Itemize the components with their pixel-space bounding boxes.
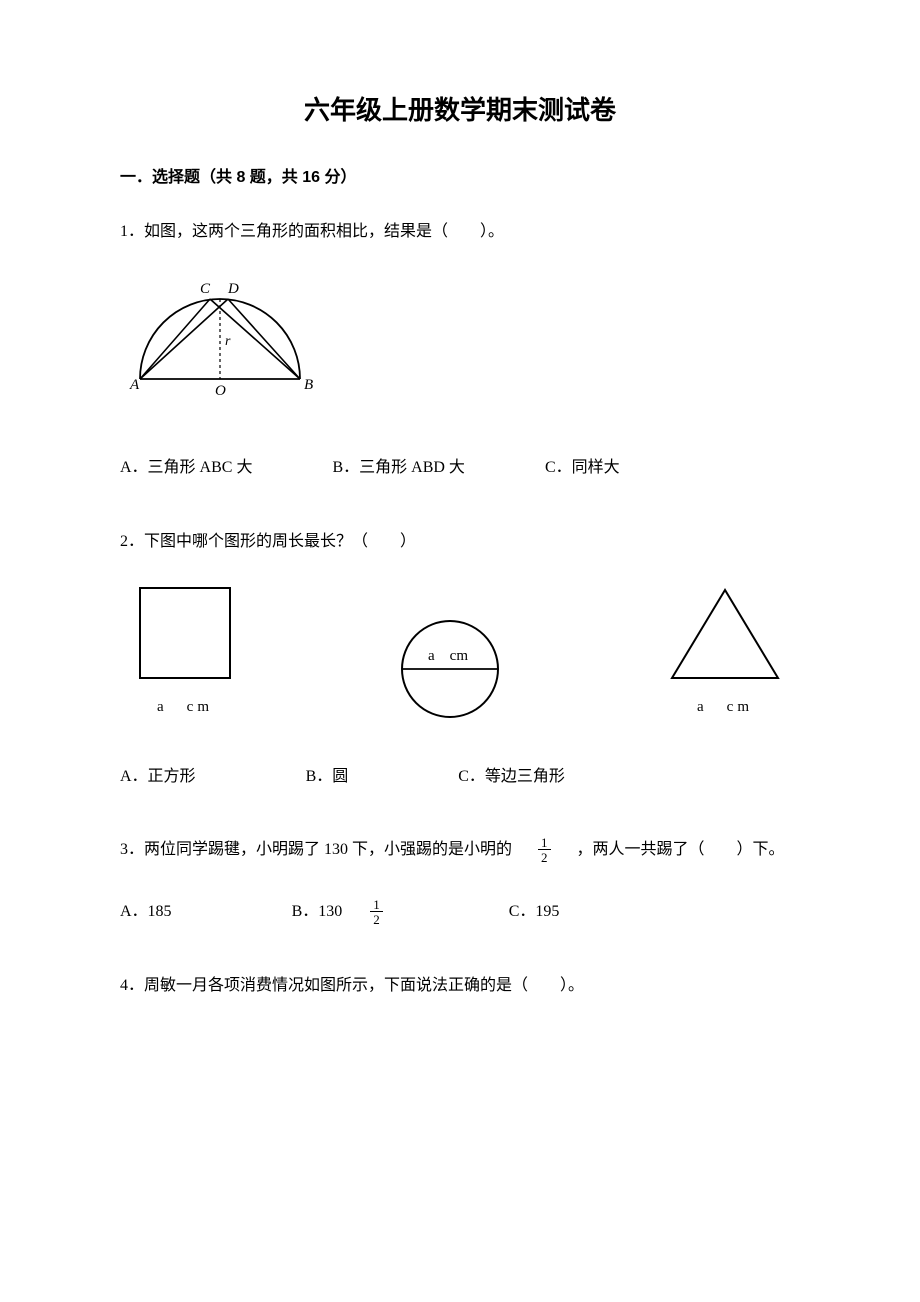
q1-option-c: C．同样大: [545, 451, 620, 485]
q1-option-b: B．三角形 ABD 大: [332, 451, 464, 485]
svg-text:A: A: [129, 377, 140, 393]
q2-options: A．正方形 B．圆 C．等边三角形: [120, 760, 800, 794]
q3-text-pre: 3．两位同学踢毽，小明踢了 130 下，小强踢的是小明的: [120, 833, 528, 867]
triangle-shape: a cm: [660, 586, 790, 724]
q4-text: 4．周敏一月各项消费情况如图所示，下面说法正确的是（ ）。: [120, 969, 800, 1003]
square-label: a cm: [157, 692, 213, 724]
q3-text: 3．两位同学踢毽，小明踢了 130 下，小强踢的是小明的 1 2 ，两人一共踢了…: [120, 833, 800, 867]
q2-option-a: A．正方形: [120, 760, 196, 794]
q3-option-c: C．195: [509, 895, 560, 929]
q1-option-a: A．三角形 ABC 大: [120, 451, 252, 485]
semicircle-triangles-diagram: A B C D O r: [120, 269, 330, 409]
svg-text:O: O: [215, 383, 226, 399]
svg-text:C: C: [200, 281, 211, 297]
page-title: 六年级上册数学期末测试卷: [120, 90, 800, 127]
section-header: 一．选择题（共 8 题，共 16 分）: [120, 163, 800, 187]
circle-shape: a cm: [395, 614, 505, 724]
question-1: 1．如图，这两个三角形的面积相比，结果是（ ）。 A B C D O r A．三…: [120, 215, 800, 485]
svg-text:a cm: a cm: [428, 648, 468, 664]
square-shape: a cm: [130, 586, 240, 724]
q3-option-b-fraction: 1 2: [370, 898, 383, 926]
q3-option-a: A．185: [120, 895, 172, 929]
q2-shapes: a cm a cm a cm: [120, 586, 800, 724]
question-3: 3．两位同学踢毽，小明踢了 130 下，小强踢的是小明的 1 2 ，两人一共踢了…: [120, 833, 800, 928]
q2-option-c: C．等边三角形: [458, 760, 565, 794]
svg-text:D: D: [227, 281, 239, 297]
q3-option-b: B．130 1 2: [292, 895, 389, 929]
svg-text:r: r: [225, 334, 231, 349]
question-4: 4．周敏一月各项消费情况如图所示，下面说法正确的是（ ）。: [120, 969, 800, 1003]
svg-text:B: B: [304, 377, 313, 393]
q3-fraction: 1 2: [538, 836, 551, 864]
q2-text: 2．下图中哪个图形的周长最长？（ ）: [120, 525, 800, 559]
question-2: 2．下图中哪个图形的周长最长？（ ） a cm a cm a cm A．正方形 …: [120, 525, 800, 794]
q3-options: A．185 B．130 1 2 C．195: [120, 895, 800, 929]
q1-text: 1．如图，这两个三角形的面积相比，结果是（ ）。: [120, 215, 800, 249]
q1-figure: A B C D O r: [120, 269, 800, 422]
q1-options: A．三角形 ABC 大 B．三角形 ABD 大 C．同样大: [120, 451, 800, 485]
q2-option-b: B．圆: [306, 760, 349, 794]
q3-text-post: ，两人一共踢了（ ）下。: [561, 833, 785, 867]
triangle-label: a cm: [697, 692, 753, 724]
